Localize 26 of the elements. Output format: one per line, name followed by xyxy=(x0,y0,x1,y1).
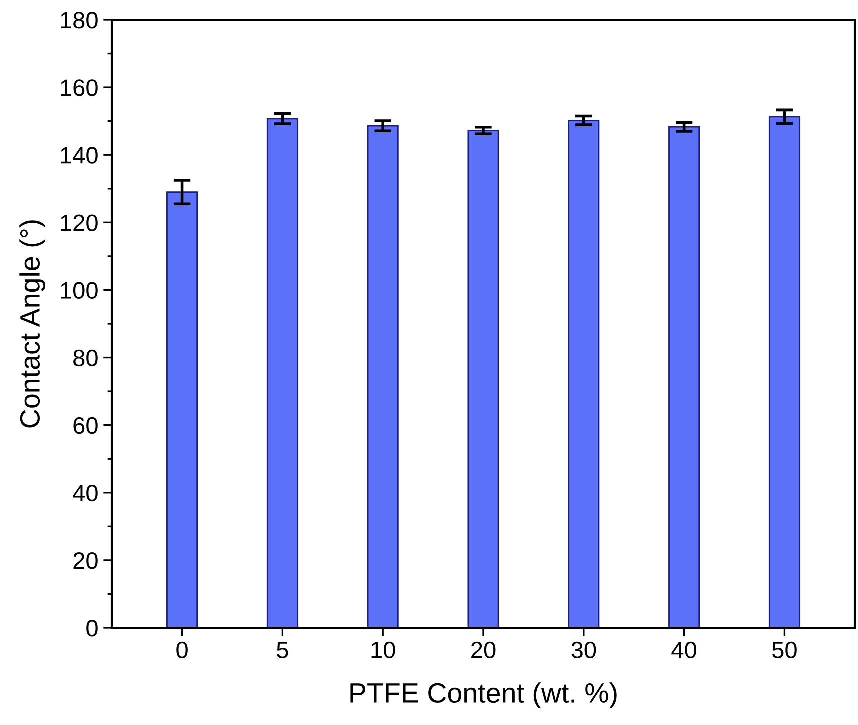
x-tick-label: 50 xyxy=(772,642,797,659)
bar xyxy=(468,130,500,628)
y-tick-label: 40 xyxy=(73,484,98,502)
x-tick-label: 5 xyxy=(277,642,288,659)
x-tick-label: 20 xyxy=(472,642,496,659)
bar xyxy=(568,120,600,628)
bar xyxy=(668,126,700,628)
y-tick-label: 120 xyxy=(61,214,98,232)
x-tick-label: 40 xyxy=(672,642,697,659)
bar xyxy=(367,125,399,628)
y-tick-label: 20 xyxy=(74,552,98,570)
x-tick-label: 0 xyxy=(176,642,188,659)
y-tick-label: 60 xyxy=(74,417,98,434)
y-tick-label: 100 xyxy=(61,282,98,300)
y-axis-title: Contact Angle (°) xyxy=(20,220,46,428)
y-tick-label: 180 xyxy=(61,12,98,29)
x-tick-label: 10 xyxy=(372,642,396,659)
y-tick-label: 140 xyxy=(61,147,98,164)
x-axis-title: PTFE Content (wt. %) xyxy=(350,682,617,709)
bar xyxy=(266,118,298,628)
x-tick-label: 30 xyxy=(572,642,596,659)
y-tick-label: 80 xyxy=(74,350,98,367)
y-tick-label: 0 xyxy=(86,620,98,637)
bar xyxy=(768,116,800,628)
y-tick-label: 160 xyxy=(61,80,98,96)
bar xyxy=(166,192,198,628)
